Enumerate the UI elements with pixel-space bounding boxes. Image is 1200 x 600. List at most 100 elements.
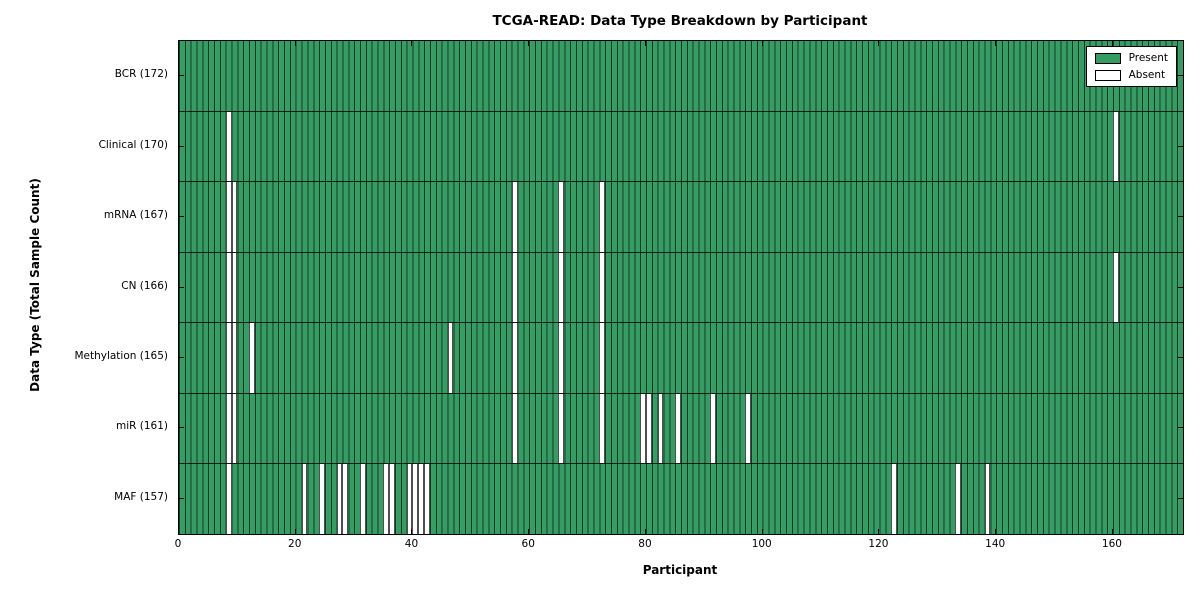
y-tick — [1178, 356, 1183, 358]
absent-cell — [383, 464, 390, 535]
y-tick — [179, 286, 184, 288]
absent-cell — [336, 464, 343, 535]
x-tick-label: 20 — [288, 538, 302, 550]
row-label: Methylation (165) — [74, 349, 168, 362]
y-tick — [179, 497, 184, 499]
x-tick-label: 120 — [868, 538, 889, 550]
row-label: miR (161) — [115, 420, 168, 433]
heatmap-row-mrna — [179, 181, 1183, 252]
x-tick — [178, 41, 179, 46]
x-tick — [294, 41, 296, 46]
row-label: mRNA (167) — [103, 209, 168, 222]
y-tick — [179, 427, 184, 429]
legend-entry-absent: Absent — [1094, 69, 1168, 81]
absent-cell — [558, 182, 565, 252]
x-tick — [761, 41, 763, 46]
x-tick-label: 140 — [985, 538, 1006, 550]
heatmap-row-cn — [179, 251, 1183, 323]
absent-cell — [558, 323, 565, 393]
x-tick-label: 40 — [404, 538, 419, 550]
absent-cell — [599, 182, 606, 252]
row-label: MAF (157) — [114, 490, 168, 503]
x-tick — [644, 529, 646, 534]
legend-entry-present: Present — [1094, 52, 1168, 64]
x-tick — [178, 529, 179, 534]
x-tick — [761, 529, 763, 534]
x-tick — [294, 529, 296, 534]
absent-cell — [342, 464, 349, 535]
y-tick — [1178, 145, 1183, 147]
absent-cell — [511, 252, 518, 323]
absent-cell — [745, 393, 752, 464]
absent-cell — [645, 393, 652, 464]
x-tick — [995, 41, 997, 46]
legend-label-present: Present — [1128, 52, 1168, 64]
absent-cell — [359, 464, 366, 535]
row-label: BCR (172) — [114, 68, 168, 81]
heatmap-row-mir — [179, 392, 1183, 464]
absent-cell — [511, 393, 518, 464]
x-tick — [528, 41, 530, 46]
x-tick-label: 80 — [638, 538, 652, 550]
absent-cell — [225, 252, 232, 323]
absent-cell — [301, 464, 308, 535]
x-tick — [1111, 529, 1113, 534]
y-tick — [179, 356, 184, 358]
absent-cell — [558, 252, 565, 323]
absent-cell — [225, 111, 232, 182]
y-tick — [179, 216, 184, 218]
absent-cell — [418, 464, 425, 535]
x-tick-label: 100 — [751, 538, 772, 550]
absent-cell — [231, 252, 238, 323]
absent-cell — [657, 393, 664, 464]
row-label: CN (166) — [121, 279, 168, 292]
x-tick-label: 160 — [1101, 538, 1122, 550]
y-tick — [1178, 427, 1183, 429]
y-tick — [1178, 216, 1183, 218]
absent-cell — [249, 323, 255, 393]
absent-cell — [984, 464, 991, 535]
absent-cell — [955, 464, 962, 535]
x-tick-label: 0 — [174, 538, 182, 550]
absent-cell — [412, 464, 419, 535]
x-tick-label: 60 — [521, 538, 535, 550]
absent-cell — [225, 182, 232, 252]
heatmap-row-bcr — [179, 41, 1183, 111]
absent-cell — [511, 323, 518, 393]
absent-cell — [231, 323, 238, 393]
legend: Present Absent — [1085, 46, 1177, 87]
y-tick — [179, 145, 184, 147]
absent-cell — [511, 182, 518, 252]
absent-cell — [1112, 252, 1119, 323]
legend-label-absent: Absent — [1128, 69, 1166, 81]
x-tick — [644, 41, 646, 46]
absent-cell — [231, 393, 238, 464]
absent-cell — [225, 323, 232, 393]
absent-cell — [675, 393, 681, 464]
x-tick — [878, 529, 880, 534]
x-tick — [411, 529, 413, 534]
x-tick — [1111, 41, 1113, 46]
x-axis-label: Participant — [642, 563, 718, 577]
absent-cell — [599, 252, 606, 323]
row-label: Clinical (170) — [98, 138, 168, 151]
absent-cell — [319, 464, 325, 535]
y-tick — [1178, 497, 1183, 499]
chart-title: TCGA-READ: Data Type Breakdown by Partic… — [492, 13, 868, 29]
absent-cell — [710, 393, 716, 464]
absent-cell — [225, 464, 232, 535]
x-tick — [995, 529, 997, 534]
absent-cell — [447, 323, 454, 393]
y-tick — [1178, 75, 1183, 77]
absent-cell — [389, 464, 395, 535]
plot-area — [178, 40, 1184, 535]
present-swatch — [1094, 52, 1121, 64]
heatmap-row-clinical — [179, 110, 1183, 182]
absent-cell — [424, 464, 430, 535]
absent-swatch — [1094, 69, 1121, 81]
absent-cell — [891, 464, 897, 535]
absent-cell — [558, 393, 565, 464]
absent-cell — [640, 393, 646, 464]
x-tick — [528, 529, 530, 534]
